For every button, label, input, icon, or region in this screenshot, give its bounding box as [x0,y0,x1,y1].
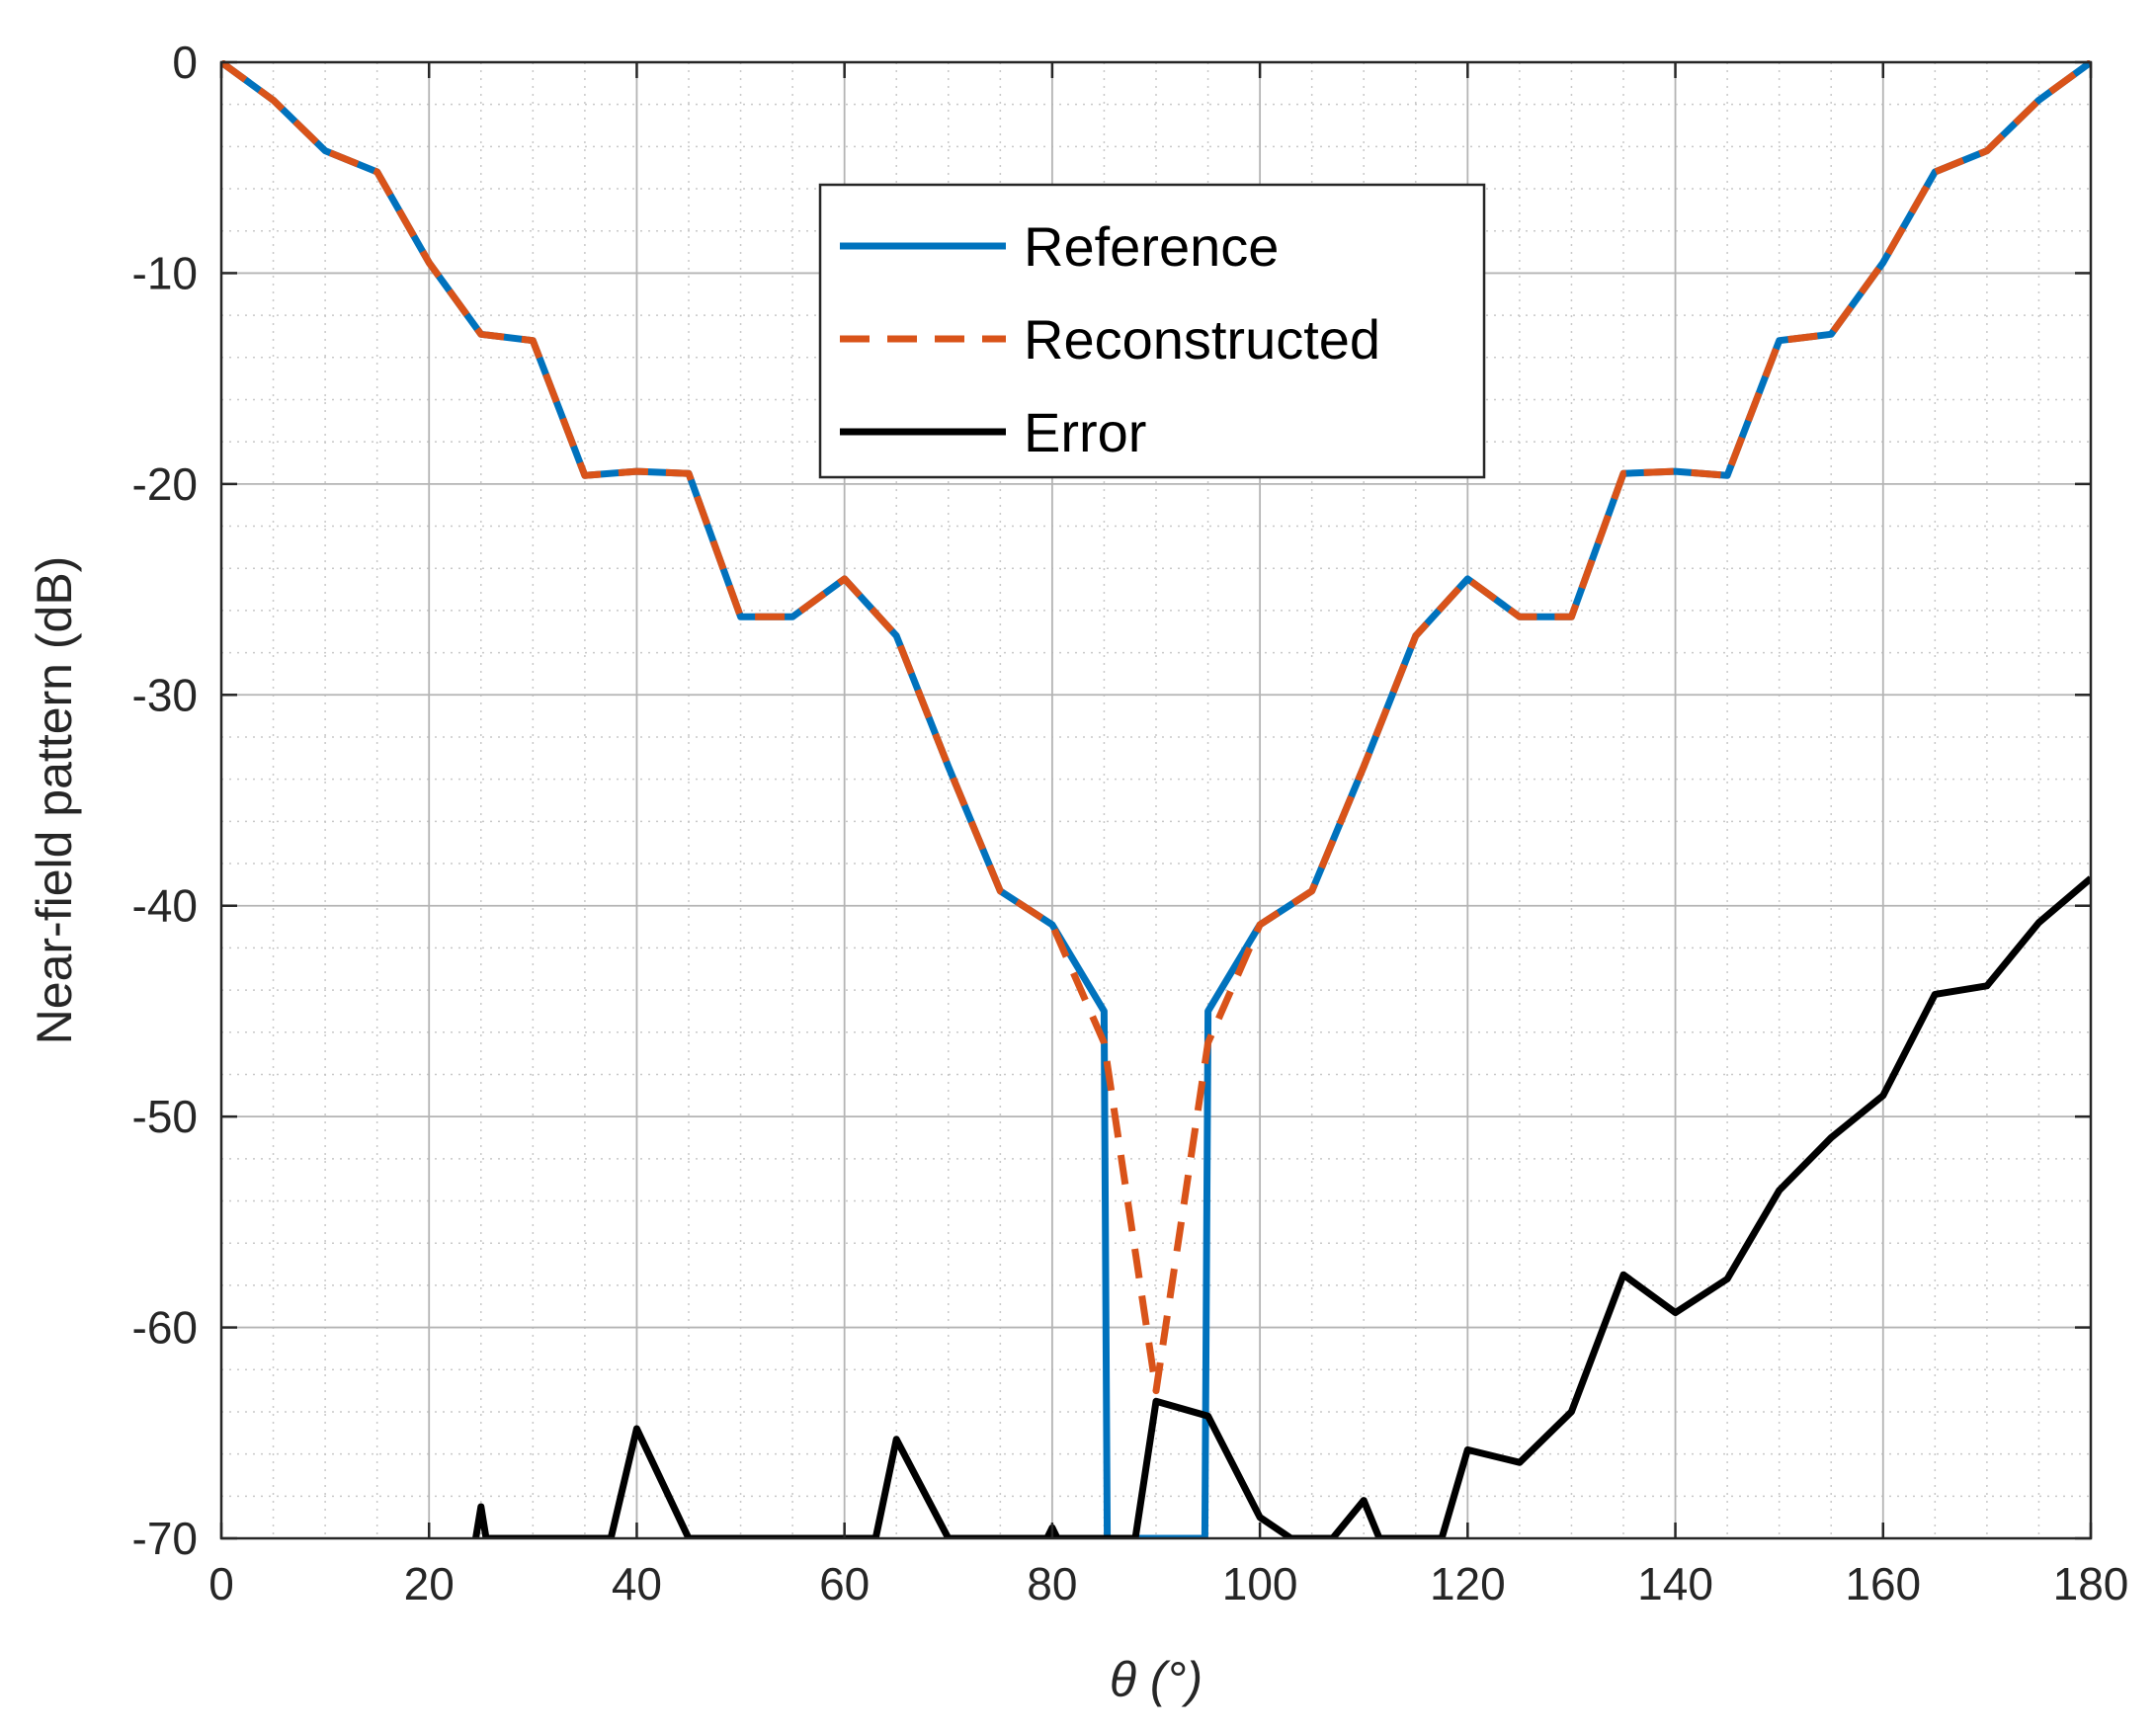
y-tick-label: -50 [132,1091,198,1142]
x-tick-label: 60 [819,1558,870,1609]
x-axis-title: θ (°) [1110,1652,1202,1707]
y-tick-label: 0 [172,37,198,88]
x-tick-label: 40 [612,1558,662,1609]
x-tick-label: 80 [1027,1558,1077,1609]
y-tick-label: -70 [132,1513,198,1564]
x-tick-label: 120 [1430,1558,1506,1609]
x-tick-label: 160 [1845,1558,1921,1609]
x-tick-label: 20 [404,1558,455,1609]
axes-box [219,60,2093,1540]
x-tick-label: 140 [1637,1558,1713,1609]
y-tick-label: -10 [132,247,198,298]
legend-label-reference: Reference [1024,215,1279,278]
x-tick-label: 100 [1222,1558,1298,1609]
legend: Reference Reconstructed Error [818,183,1486,479]
x-tick-label: 180 [2053,1558,2129,1609]
series-line-error [472,875,2091,1538]
series-line-reconstructed [221,60,2091,1395]
legend-label-reconstructed: Reconstructed [1024,308,1380,371]
y-tick-label: -40 [132,880,198,932]
x-tick-label: 0 [208,1558,234,1609]
y-tick-label: -60 [132,1302,198,1354]
y-tick-label: -20 [132,458,198,510]
y-tick-label: -30 [132,669,198,720]
y-axis-title: Near-field pattern (dB) [27,556,82,1045]
legend-label-error: Error [1024,401,1146,463]
